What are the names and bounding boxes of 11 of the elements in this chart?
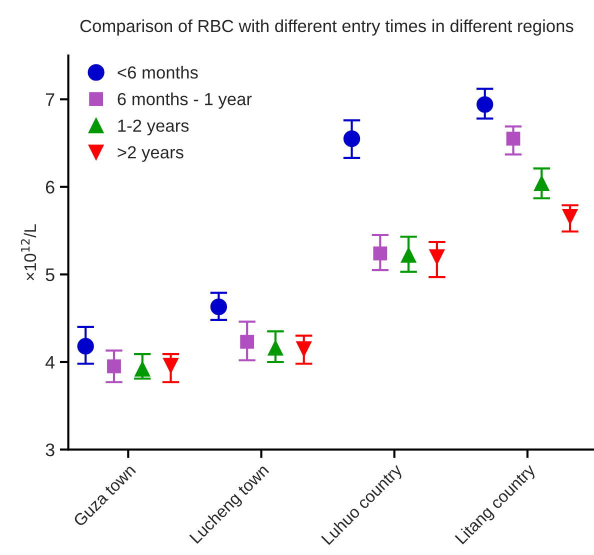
- legend-label: >2 years: [118, 146, 184, 162]
- y-tick-label: 3: [46, 443, 54, 456]
- legend-label: 6 months - 1 year: [118, 92, 252, 109]
- y-tick-label: 6: [46, 180, 54, 194]
- y-tick-label: 4: [45, 356, 55, 369]
- legend-label: 1-2 years: [118, 120, 189, 136]
- y-tick-label: 7: [46, 93, 54, 106]
- legend-label: <6 months: [118, 66, 198, 79]
- y-axis-title: ×10$^{12}$/L: [20, 224, 36, 280]
- y-tick-label: 5: [46, 268, 54, 282]
- chart-title: Comparison of RBC with different entry times in different regions: [80, 19, 574, 36]
